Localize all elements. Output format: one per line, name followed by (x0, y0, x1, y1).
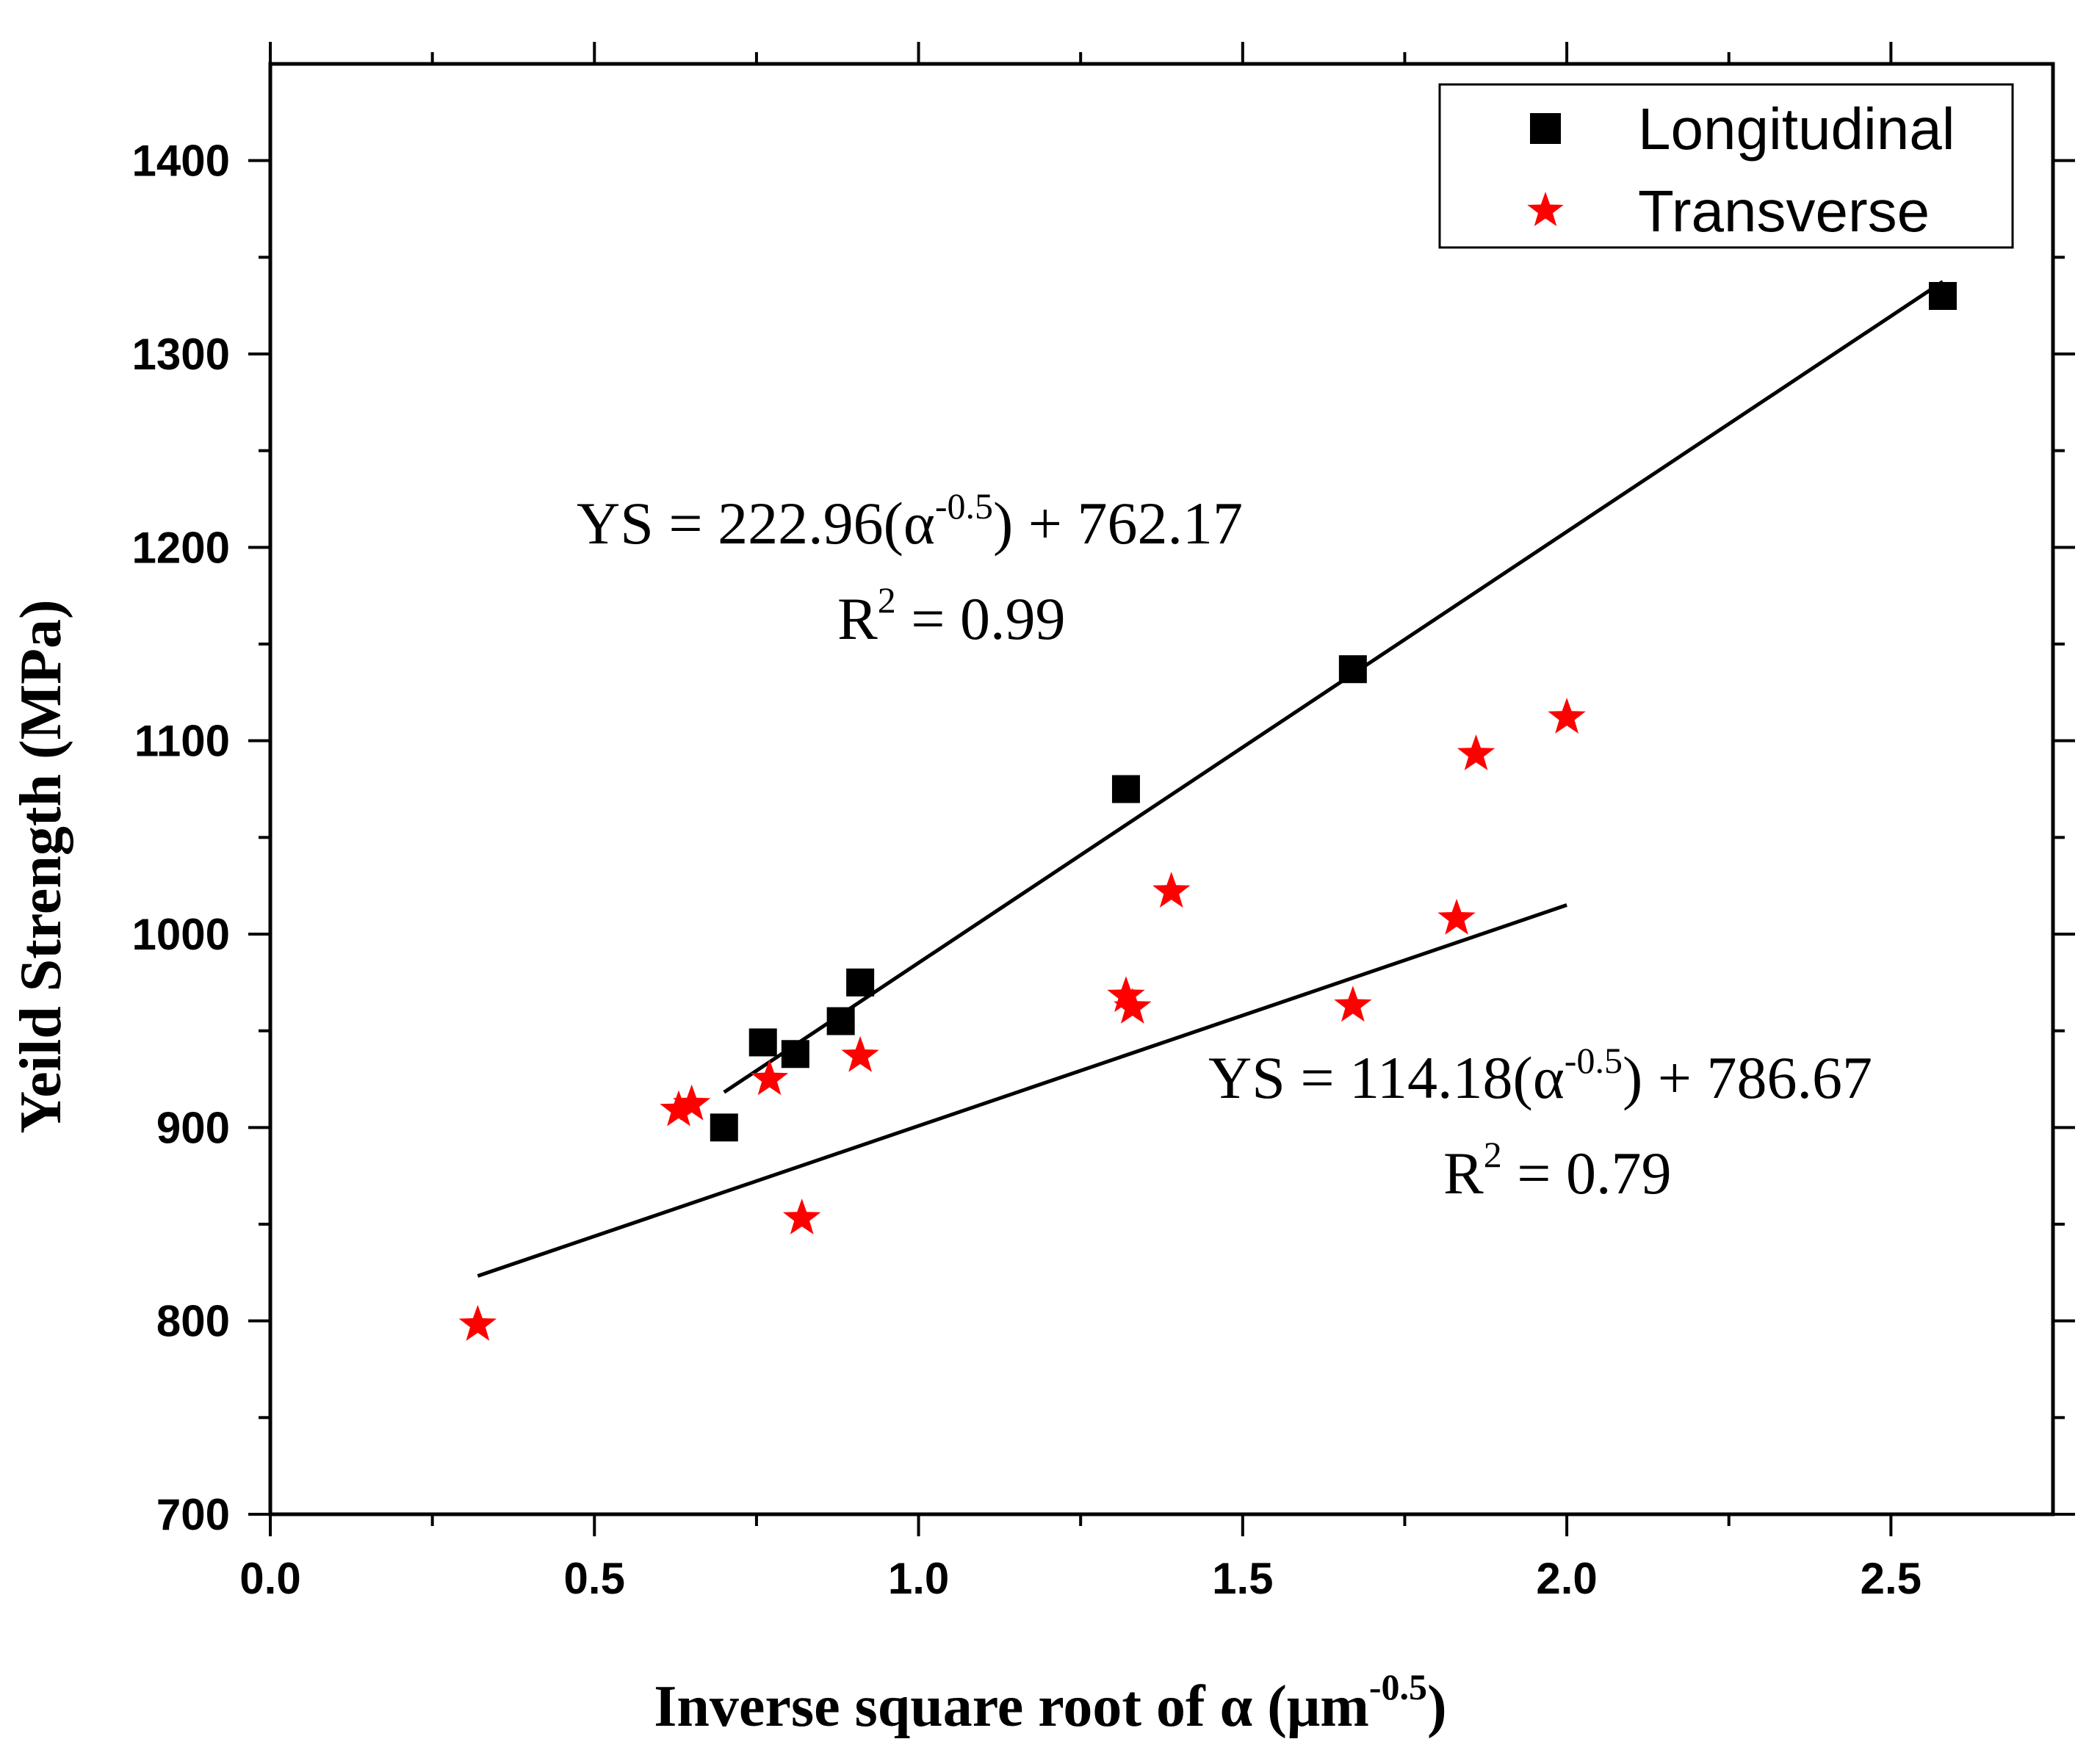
point-transverse (1107, 976, 1145, 1013)
longitudinal-equation: YS = 222.96(α-0.5) + 762.17 (577, 485, 1243, 557)
legend-marker-longitudinal (1530, 113, 1561, 144)
point-transverse (458, 1304, 497, 1341)
legend: Longitudinal Transverse (1438, 83, 2014, 249)
y-tick-label: 900 (156, 1103, 230, 1152)
y-tick-label: 1300 (132, 330, 230, 379)
fit-lines (477, 280, 1944, 1278)
point-longitudinal (710, 1113, 738, 1142)
legend-box (1438, 83, 2014, 249)
point-longitudinal (1338, 655, 1367, 684)
point-longitudinal (1928, 282, 1957, 310)
x-tick-label: 2.0 (1536, 1554, 1597, 1603)
point-longitudinal (781, 1040, 809, 1069)
point-transverse (841, 1035, 879, 1072)
y-tick-label: 700 (156, 1490, 230, 1539)
plot-frame (268, 62, 2055, 1516)
point-longitudinal (1111, 775, 1140, 803)
point-longitudinal (826, 1007, 855, 1035)
point-transverse (783, 1198, 821, 1234)
point-transverse (750, 1059, 789, 1096)
point-transverse (1114, 988, 1152, 1024)
x-tick-label: 1.0 (888, 1554, 949, 1603)
point-transverse (1548, 698, 1586, 734)
y-tick-label: 1200 (132, 523, 230, 572)
point-transverse (673, 1084, 711, 1121)
x-axis-title: Inverse square root of α (μm-0.5) (654, 1666, 1446, 1739)
longitudinal-r2: R2 = 0.99 (837, 579, 1065, 652)
point-longitudinal (846, 968, 875, 997)
point-transverse (1152, 872, 1191, 908)
y-tick-label: 1100 (134, 717, 230, 766)
x-tick-label: 0.0 (239, 1554, 300, 1603)
x-tick-label: 2.5 (1861, 1554, 1922, 1603)
legend-marker-transverse (1527, 192, 1564, 226)
point-transverse (1334, 986, 1372, 1022)
point-transverse (1457, 734, 1495, 770)
legend-label-longitudinal: Longitudinal (1638, 96, 1955, 162)
x-tick-label: 0.5 (564, 1554, 625, 1603)
y-axis-title: Yeild Strength (MPa) (9, 599, 73, 1133)
y-tick-label: 1000 (132, 910, 230, 959)
fit-line-transverse (477, 903, 1567, 1278)
x-tick-label: 1.5 (1212, 1554, 1273, 1603)
transverse-r2: R2 = 0.79 (1443, 1134, 1671, 1207)
fit-line-longitudinal (723, 280, 1944, 1094)
point-transverse (660, 1090, 698, 1127)
y-tick-label: 800 (156, 1297, 230, 1346)
data-points (458, 282, 1957, 1341)
transverse-equation: YS = 114.18(α-0.5) + 786.67 (1208, 1040, 1872, 1111)
legend-label-transverse: Transverse (1638, 178, 1930, 244)
point-transverse (1437, 898, 1476, 935)
y-tick-label: 1400 (132, 137, 230, 186)
point-longitudinal (748, 1028, 777, 1057)
axes: 0.0 0.5 1.0 1.5 2.0 2.5 700 800 900 1000 1100 1200 1… (132, 42, 2075, 1603)
